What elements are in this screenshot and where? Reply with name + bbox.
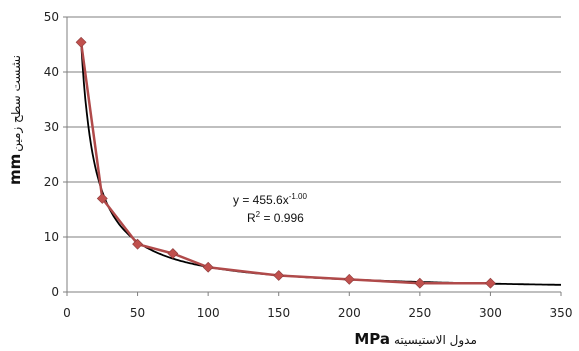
y-tick-label: 20: [44, 175, 59, 189]
y-axis: 0 10 20 30 40 50: [44, 10, 68, 299]
trendline-equation: y = 455.6x-1.00: [233, 192, 308, 207]
x-axis-unit: MPa: [354, 330, 390, 348]
x-tick-label: 300: [479, 306, 502, 320]
data-point: [132, 238, 143, 250]
series-line: [79, 42, 491, 285]
x-tick-label: 150: [267, 306, 290, 320]
x-tick-label: 100: [197, 306, 220, 320]
data-point: [202, 261, 214, 273]
trendline-r-squared: R2 = 0.996: [247, 210, 304, 225]
data-point: [343, 273, 355, 285]
y-axis-label: نشست سطح زمین: [9, 55, 24, 152]
x-tick-label: 0: [63, 306, 71, 320]
data-point: [96, 193, 108, 204]
y-tick-label: 30: [44, 120, 59, 134]
y-tick-label: 10: [44, 230, 59, 244]
x-tick-label: 50: [130, 306, 145, 320]
y-tick-label: 0: [51, 285, 59, 299]
y-tick-label: 40: [44, 65, 59, 79]
x-tick-label: 350: [550, 306, 573, 320]
svg-text:mmنشست سطح زمین: mm نشست سطح زمین: [6, 55, 24, 185]
data-point: [75, 36, 87, 48]
x-axis: 0 50 100 150 200 250 300 350: [63, 291, 573, 320]
y-tick-label: 50: [44, 10, 59, 24]
data-series: [75, 36, 496, 289]
x-axis-title: MPa مدول الاستیسیته: [354, 330, 477, 348]
x-tick-label: 250: [408, 306, 431, 320]
x-tick-label: 200: [338, 306, 361, 320]
y-axis-unit: mm: [6, 154, 24, 185]
x-axis-label: مدول الاستیسیته: [394, 333, 477, 348]
y-axis-title: mm نشست سطح زمین: [6, 55, 24, 185]
data-point: [414, 277, 426, 289]
data-point: [485, 277, 496, 289]
gridlines: [67, 16, 561, 238]
data-point: [167, 248, 179, 259]
data-point: [273, 270, 285, 281]
